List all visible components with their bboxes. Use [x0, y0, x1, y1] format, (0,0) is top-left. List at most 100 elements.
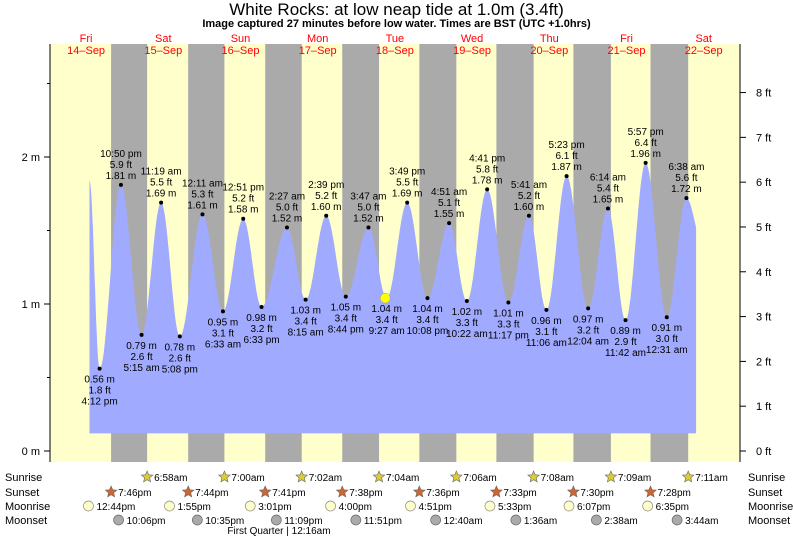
chart-title: White Rocks: at low neap tide at 1.0m (3…	[229, 0, 564, 19]
low-tide-metres: 0.78 m	[165, 342, 196, 353]
high-tide-time: 2:39 pm	[308, 180, 344, 191]
moonrise-icon	[83, 500, 94, 512]
date-label: 21–Sep	[608, 45, 646, 57]
tide-point	[464, 299, 469, 304]
high-tide-feet: 5.2 ft	[232, 194, 254, 205]
moonrise-time: 5:33pm	[498, 502, 531, 513]
row-label-moonset-right: Moonset	[748, 515, 790, 527]
sunset-icon	[258, 485, 272, 498]
moonset-icon	[113, 514, 124, 526]
high-tide-time: 12:51 pm	[222, 183, 264, 194]
moonrise-icon	[164, 500, 175, 512]
tide-point	[259, 304, 264, 309]
date-label: 15–Sep	[144, 45, 182, 57]
tide-point	[366, 225, 371, 230]
tide-point	[200, 212, 205, 217]
y-tick-label-right: 0 ft	[756, 446, 771, 458]
y-tick-label-right: 5 ft	[756, 222, 771, 234]
low-tide-time: 9:27 am	[369, 326, 405, 337]
tide-point	[447, 221, 452, 226]
high-tide-metres: 1.60 m	[514, 202, 545, 213]
y-tick-label-left: 2 m	[22, 152, 40, 164]
low-tide-metres: 0.96 m	[531, 316, 562, 327]
moonset-time: 11:09pm	[284, 516, 322, 527]
moonset-icon	[271, 514, 282, 526]
date-label: 20–Sep	[530, 45, 568, 57]
tide-point	[684, 196, 689, 201]
high-tide-metres: 1.87 m	[551, 162, 582, 173]
sunrise-icon	[217, 470, 231, 483]
tide-point	[139, 332, 144, 337]
sunrise-time: 7:00am	[231, 473, 264, 484]
moonrise-icon	[405, 500, 416, 512]
moonset-time: 1:36am	[524, 516, 557, 527]
low-tide-time: 8:15 am	[288, 328, 324, 339]
tide-point	[343, 294, 348, 299]
sunset-time: 7:46pm	[118, 488, 151, 499]
low-tide-feet: 3.2 ft	[250, 324, 272, 335]
sunset-time: 7:28pm	[658, 488, 691, 499]
moonrise-icon	[484, 500, 496, 512]
tide-point	[623, 318, 628, 323]
row-label-sunset-right: Sunset	[748, 487, 782, 499]
low-tide-metres: 0.95 m	[208, 317, 239, 328]
date-label: 22–Sep	[685, 45, 723, 57]
tide-point	[220, 309, 225, 314]
sunset-time: 7:44pm	[195, 488, 228, 499]
high-tide-time: 11:19 am	[141, 167, 182, 178]
moonset-icon	[430, 514, 442, 526]
sunset-icon	[335, 485, 349, 498]
high-tide-time: 5:57 pm	[628, 127, 664, 138]
moonset-icon	[591, 514, 602, 526]
high-tide-feet: 5.5 ft	[396, 178, 418, 189]
low-tide-time: 6:33 am	[205, 339, 241, 350]
tide-area	[89, 162, 697, 434]
high-tide-metres: 1.55 m	[434, 209, 465, 220]
low-tide-time: 11:17 pm	[488, 331, 529, 342]
high-tide-feet: 5.3 ft	[191, 189, 213, 200]
tide-point	[177, 334, 182, 339]
high-tide-metres: 1.52 m	[272, 214, 303, 225]
tide-point	[159, 200, 164, 205]
moonset-icon	[510, 514, 522, 526]
sunrise-time: 7:09am	[618, 473, 651, 484]
day-label: Tue	[386, 33, 405, 45]
high-tide-feet: 5.2 ft	[315, 191, 337, 202]
high-tide-feet: 5.2 ft	[518, 191, 540, 202]
row-label-sunset-left: Sunset	[5, 487, 39, 499]
tide-point	[405, 200, 410, 205]
sunrise-time: 7:02am	[309, 473, 342, 484]
day-label: Mon	[307, 33, 328, 45]
sunrise-time: 7:08am	[541, 473, 574, 484]
sunrise-icon	[527, 470, 541, 483]
sunrise-icon	[372, 470, 386, 483]
row-label-moonset-left: Moonset	[5, 515, 47, 527]
sunrise-icon	[140, 470, 154, 483]
moonrise-icon	[563, 500, 575, 512]
high-tide-feet: 5.1 ft	[438, 198, 460, 209]
date-label: 14–Sep	[67, 45, 105, 57]
high-tide-metres: 1.60 m	[311, 202, 342, 213]
sunset-icon	[181, 485, 195, 498]
high-tide-metres: 1.69 m	[392, 189, 423, 200]
low-tide-time: 12:31 am	[646, 345, 688, 356]
moonrise-time: 4:00pm	[339, 502, 372, 513]
high-tide-time: 3:47 am	[350, 192, 386, 203]
sunset-time: 7:38pm	[349, 488, 382, 499]
y-tick-label-left: 1 m	[22, 299, 40, 311]
tide-point	[643, 160, 648, 165]
sunrise-time: 7:06am	[463, 473, 496, 484]
day-label: Thu	[540, 33, 559, 45]
tide-point	[526, 213, 531, 218]
tide-point	[241, 216, 246, 221]
high-tide-metres: 1.52 m	[353, 214, 384, 225]
sunset-icon	[412, 485, 426, 498]
day-label: Fri	[620, 33, 633, 45]
moonrise-time: 4:51pm	[419, 502, 452, 513]
moonrise-icon	[642, 500, 654, 512]
sunset-time: 7:41pm	[272, 488, 305, 499]
low-tide-metres: 0.91 m	[651, 323, 682, 334]
low-tide-feet: 3.2 ft	[577, 325, 599, 336]
moonset-time: 11:51pm	[364, 516, 402, 527]
